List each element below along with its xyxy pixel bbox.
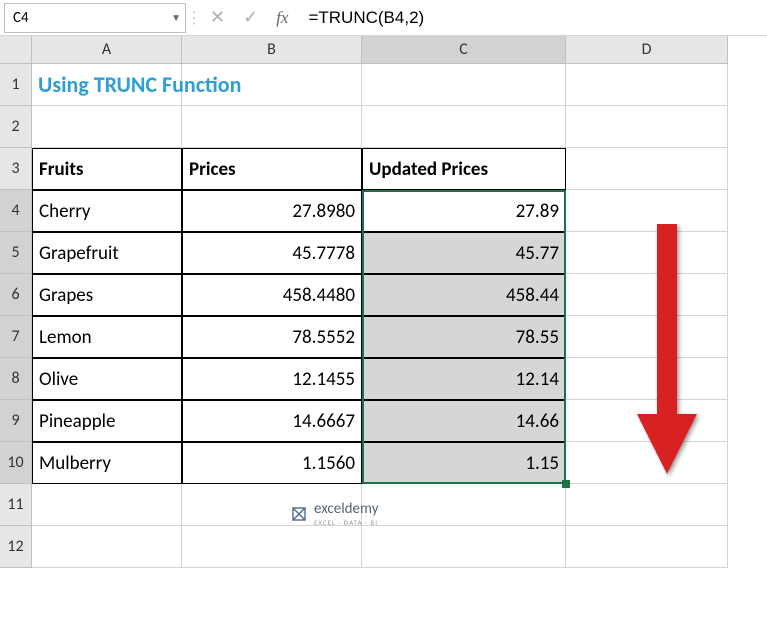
cell-A11[interactable] [32,484,182,526]
cell-C6[interactable]: 458.44 [362,274,566,316]
cell-C10[interactable]: 1.15 [362,442,566,484]
row-headers: 1 2 3 4 5 6 7 8 9 10 11 12 [0,64,32,568]
cell-C7[interactable]: 78.55 [362,316,566,358]
row-11 [32,484,728,526]
cell-A2[interactable] [32,106,182,148]
watermark-text: exceldemy [314,500,378,518]
header-fruits[interactable]: Fruits [32,148,182,190]
row-header-7[interactable]: 7 [0,316,32,358]
row-header-1[interactable]: 1 [0,64,32,106]
row-10: Mulberry 1.1560 1.15 [32,442,728,484]
header-updated[interactable]: Updated Prices [362,148,566,190]
cell-B5[interactable]: 45.7778 [182,232,362,274]
cell-A8[interactable]: Olive [32,358,182,400]
cell-C4[interactable]: 27.89 [362,190,566,232]
cell-A7[interactable]: Lemon [32,316,182,358]
enter-icon[interactable]: ✓ [243,7,258,28]
row-header-4[interactable]: 4 [0,190,32,232]
fill-handle[interactable] [562,480,570,488]
select-all-corner[interactable] [0,36,32,64]
cell-D12[interactable] [566,526,728,568]
row-4: Cherry 27.8980 27.89 [32,190,728,232]
cell-A6[interactable]: Grapes [32,274,182,316]
divider: ⋮ [190,0,198,35]
cell-A12[interactable] [32,526,182,568]
col-header-B[interactable]: B [182,36,362,64]
fx-icon[interactable]: fx [276,8,288,28]
cell-B2[interactable] [182,106,362,148]
formula-input[interactable] [300,3,767,33]
cell-C1[interactable] [362,64,566,106]
row-6: Grapes 458.4480 458.44 [32,274,728,316]
watermark: exceldemy EXCEL · DATA · BI [290,500,378,527]
cell-B4[interactable]: 27.8980 [182,190,362,232]
cell-B9[interactable]: 14.6667 [182,400,362,442]
row-1: Using TRUNC Function [32,64,728,106]
cell-A10[interactable]: Mulberry [32,442,182,484]
arrow-icon [632,224,702,484]
column-headers: A B C D [32,36,728,64]
row-header-2[interactable]: 2 [0,106,32,148]
row-header-12[interactable]: 12 [0,526,32,568]
cell-A5[interactable]: Grapefruit [32,232,182,274]
cell-C9[interactable]: 14.66 [362,400,566,442]
watermark-icon [290,505,308,523]
cancel-icon[interactable]: ✕ [210,7,225,28]
cell-B8[interactable]: 12.1455 [182,358,362,400]
row-7: Lemon 78.5552 78.55 [32,316,728,358]
cell-D11[interactable] [566,484,728,526]
col-header-D[interactable]: D [566,36,728,64]
main-grid: A B C D Using TRUNC Function Fruits [32,36,728,621]
name-box[interactable]: C4 ▼ [4,3,186,33]
cell-C11[interactable] [362,484,566,526]
cell-A4[interactable]: Cherry [32,190,182,232]
cell-B6[interactable]: 458.4480 [182,274,362,316]
row-header-11[interactable]: 11 [0,484,32,526]
row-12 [32,526,728,568]
row-2 [32,106,728,148]
row-8: Olive 12.1455 12.14 [32,358,728,400]
cell-A9[interactable]: Pineapple [32,400,182,442]
cell-C5[interactable]: 45.77 [362,232,566,274]
cell-B10[interactable]: 1.1560 [182,442,362,484]
name-box-dropdown-icon[interactable]: ▼ [171,11,181,24]
cell-C12[interactable] [362,526,566,568]
col-header-A[interactable]: A [32,36,182,64]
col-header-C[interactable]: C [362,36,566,64]
cell-D1[interactable] [566,64,728,106]
cell-C2[interactable] [362,106,566,148]
cell-C8[interactable]: 12.14 [362,358,566,400]
formula-buttons: ✕ ✓ fx [198,7,300,28]
cells-area[interactable]: Using TRUNC Function Fruits Prices Updat… [32,64,728,568]
title-cell[interactable]: Using TRUNC Function [32,64,182,106]
row-header-3[interactable]: 3 [0,148,32,190]
row-3: Fruits Prices Updated Prices [32,148,728,190]
header-prices[interactable]: Prices [182,148,362,190]
cell-D2[interactable] [566,106,728,148]
cell-D3[interactable] [566,148,728,190]
row-header-5[interactable]: 5 [0,232,32,274]
watermark-text-block: exceldemy EXCEL · DATA · BI [314,500,378,527]
cell-B12[interactable] [182,526,362,568]
row-header-8[interactable]: 8 [0,358,32,400]
formula-bar: C4 ▼ ⋮ ✕ ✓ fx [0,0,767,36]
row-header-10[interactable]: 10 [0,442,32,484]
row-header-6[interactable]: 6 [0,274,32,316]
cell-reference: C4 [13,9,29,27]
cell-B7[interactable]: 78.5552 [182,316,362,358]
row-5: Grapefruit 45.7778 45.77 [32,232,728,274]
left-column: 1 2 3 4 5 6 7 8 9 10 11 12 [0,36,32,621]
watermark-subtext: EXCEL · DATA · BI [314,518,378,527]
row-9: Pineapple 14.6667 14.66 [32,400,728,442]
row-header-9[interactable]: 9 [0,400,32,442]
